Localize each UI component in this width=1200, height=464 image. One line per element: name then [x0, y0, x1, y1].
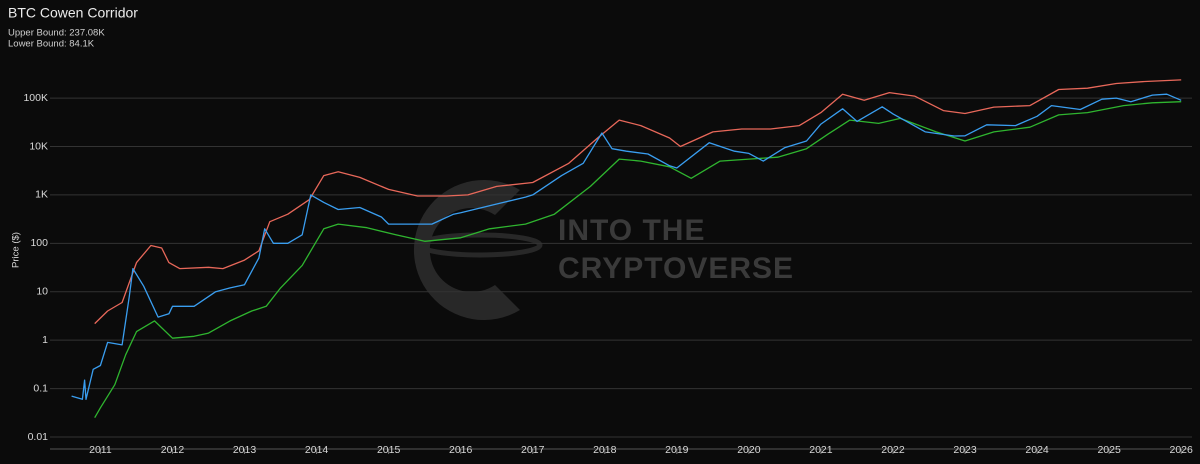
x-tick-label: 2022	[881, 444, 905, 456]
x-tick-label: 2014	[305, 444, 329, 456]
watermark-text: INTO THE	[558, 214, 705, 247]
y-tick-label: 10K	[29, 140, 48, 152]
x-tick-label: 2024	[1025, 444, 1049, 456]
chart-title: BTC Cowen Corridor	[8, 5, 138, 21]
x-tick-label: 2018	[593, 444, 617, 456]
x-tick-label: 2020	[737, 444, 761, 456]
y-tick-label: 0.1	[33, 382, 48, 394]
x-tick-label: 2026	[1170, 444, 1194, 456]
y-tick-label: 10	[36, 286, 48, 298]
x-tick-label: 2023	[953, 444, 977, 456]
series-line	[94, 79, 1182, 325]
x-tick-label: 2011	[89, 444, 112, 456]
subtitle: Upper Bound: 237.08K	[8, 28, 105, 39]
y-axis-label: Price ($)	[11, 232, 22, 268]
series-line	[94, 101, 1182, 419]
x-tick-label: 2017	[521, 444, 545, 456]
watermark-logo	[413, 179, 543, 320]
x-tick-label: 2012	[161, 444, 185, 456]
y-tick-label: 1	[42, 334, 48, 346]
watermark-text: CRYPTOVERSE	[558, 252, 794, 285]
subtitle: Lower Bound: 84.1K	[8, 39, 95, 50]
x-tick-label: 2019	[665, 444, 689, 456]
x-tick-label: 2021	[809, 444, 833, 456]
y-tick-label: 1K	[35, 189, 48, 201]
series-line	[71, 93, 1182, 400]
y-tick-label: 0.01	[28, 431, 49, 443]
y-tick-label: 100	[30, 237, 48, 249]
x-tick-label: 2025	[1097, 444, 1121, 456]
x-tick-label: 2016	[449, 444, 473, 456]
x-tick-label: 2015	[377, 444, 401, 456]
x-tick-label: 2013	[233, 444, 257, 456]
y-tick-label: 100K	[23, 92, 48, 104]
